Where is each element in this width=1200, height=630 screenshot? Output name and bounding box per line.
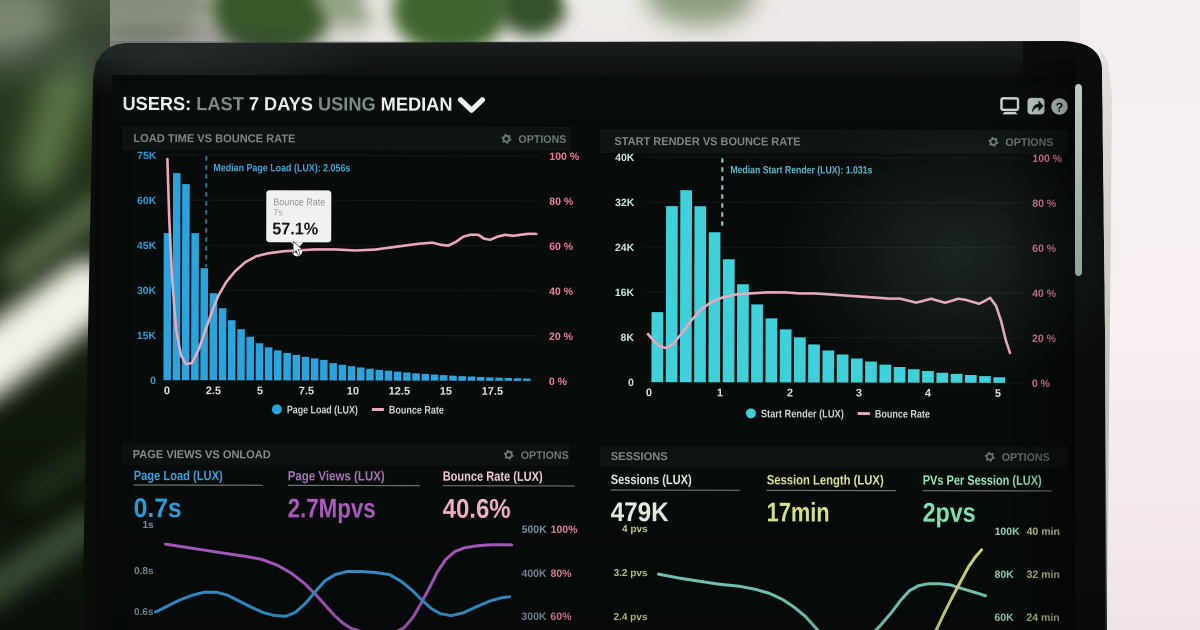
svg-text:4: 4	[925, 388, 932, 400]
svg-text:24K: 24K	[615, 242, 635, 254]
svg-text:30K: 30K	[137, 285, 157, 297]
svg-text:7.5: 7.5	[299, 385, 314, 397]
svg-text:0: 0	[646, 387, 652, 399]
svg-text:17.5: 17.5	[482, 386, 503, 398]
svg-text:16K: 16K	[615, 287, 635, 299]
svg-text:2: 2	[787, 387, 793, 399]
svg-text:PAGE VIEWS VS ONLOAD: PAGE VIEWS VS ONLOAD	[133, 449, 271, 461]
svg-text:START RENDER VS BOUNCE RATE: START RENDER VS BOUNCE RATE	[614, 136, 800, 148]
svg-text:32K: 32K	[615, 197, 635, 209]
svg-text:Median Page Load (LUX): 2.056s: Median Page Load (LUX): 2.056s	[213, 162, 350, 174]
svg-text:LOAD TIME VS BOUNCE RATE: LOAD TIME VS BOUNCE RATE	[133, 133, 295, 145]
svg-text:5: 5	[257, 385, 263, 397]
svg-text:15: 15	[440, 386, 452, 398]
svg-text:5: 5	[995, 388, 1001, 400]
svg-text:1: 1	[717, 387, 723, 399]
svg-text:Bounce Rate: Bounce Rate	[389, 405, 444, 417]
svg-text:45K: 45K	[137, 240, 157, 252]
svg-text:OPTIONS: OPTIONS	[518, 134, 566, 146]
svg-text:Bounce Rate: Bounce Rate	[875, 409, 930, 421]
svg-text:75K: 75K	[137, 150, 157, 162]
svg-text:Page Load (LUX): Page Load (LUX)	[134, 468, 223, 483]
svg-text:8K: 8K	[621, 332, 635, 344]
svg-text:15K: 15K	[137, 330, 157, 342]
svg-text:2.5: 2.5	[206, 385, 221, 397]
svg-text:3: 3	[856, 388, 862, 400]
svg-text:Start Render (LUX): Start Render (LUX)	[761, 408, 844, 420]
svg-text:20 %: 20 %	[549, 331, 574, 343]
svg-text:0: 0	[628, 377, 634, 389]
svg-text:60K: 60K	[137, 195, 157, 207]
svg-text:7s: 7s	[273, 207, 283, 217]
svg-text:Page Load (LUX): Page Load (LUX)	[287, 404, 358, 416]
svg-text:12.5: 12.5	[389, 386, 410, 398]
svg-text:0 %: 0 %	[549, 376, 568, 388]
svg-text:100 %: 100 %	[549, 151, 579, 163]
svg-text:40K: 40K	[615, 152, 635, 164]
svg-text:SESSIONS: SESSIONS	[611, 451, 668, 463]
svg-text:0: 0	[150, 375, 156, 387]
svg-text:57.1%: 57.1%	[272, 219, 318, 238]
svg-text:USERS: LAST 7 DAYS USING MEDIA: USERS: LAST 7 DAYS USING MEDIAN	[122, 94, 452, 116]
svg-text:10: 10	[347, 385, 359, 397]
svg-text:0: 0	[164, 385, 170, 397]
svg-text:Page Views (LUX): Page Views (LUX)	[288, 468, 385, 483]
svg-text:60 %: 60 %	[549, 241, 574, 253]
svg-text:80 %: 80 %	[549, 196, 574, 208]
svg-text:40 %: 40 %	[549, 286, 574, 298]
svg-text:Bounce Rate: Bounce Rate	[273, 197, 325, 208]
svg-text:OPTIONS: OPTIONS	[521, 450, 569, 462]
